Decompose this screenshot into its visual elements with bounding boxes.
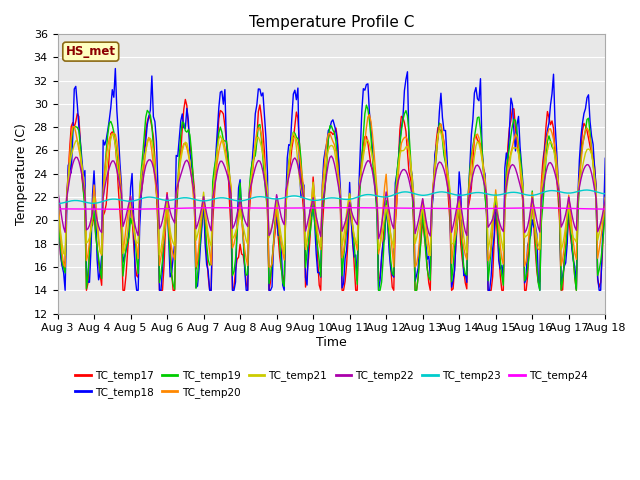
TC_temp23 — [534, 191, 542, 197]
Line: TC_temp18: TC_temp18 — [58, 69, 605, 290]
Line: TC_temp17: TC_temp17 — [58, 99, 605, 290]
TC_temp23 — [156, 196, 163, 202]
TC_temp18 — [61, 288, 69, 293]
TC_temp21 — [61, 252, 69, 258]
TC_temp21 — [602, 194, 609, 200]
TC_temp18 — [399, 116, 407, 121]
TC_temp24 — [538, 205, 545, 211]
TC_temp19 — [69, 127, 77, 133]
TC_temp18 — [602, 156, 609, 161]
TC_temp22 — [69, 161, 77, 167]
TC_temp21 — [436, 128, 444, 133]
TC_temp24 — [157, 206, 165, 212]
TC_temp22 — [367, 162, 375, 168]
TC_temp20 — [54, 185, 61, 191]
TC_temp18 — [159, 265, 166, 271]
TC_temp17 — [399, 115, 407, 120]
TC_temp21 — [538, 193, 545, 199]
TC_temp22 — [54, 186, 61, 192]
TC_temp17 — [387, 264, 395, 270]
Line: TC_temp20: TC_temp20 — [58, 115, 605, 267]
TC_temp24 — [335, 205, 343, 211]
TC_temp21 — [385, 224, 393, 230]
TC_temp23 — [602, 191, 609, 197]
TC_temp22 — [156, 226, 163, 232]
TC_temp20 — [157, 254, 165, 260]
Line: TC_temp23: TC_temp23 — [58, 190, 605, 204]
TC_temp17 — [69, 120, 77, 125]
Line: TC_temp24: TC_temp24 — [58, 208, 605, 209]
TC_temp20 — [369, 132, 376, 137]
TC_temp20 — [538, 185, 545, 191]
TC_temp23 — [583, 187, 591, 193]
TC_temp19 — [399, 117, 407, 123]
TC_temp24 — [69, 206, 77, 212]
Text: HS_met: HS_met — [66, 45, 116, 58]
TC_temp19 — [602, 209, 609, 215]
TC_temp24 — [369, 205, 376, 211]
TC_temp17 — [157, 288, 165, 293]
TC_temp22 — [328, 153, 335, 159]
TC_temp17 — [538, 180, 545, 186]
TC_temp22 — [399, 167, 407, 173]
TC_temp17 — [369, 166, 376, 171]
TC_temp21 — [70, 142, 78, 147]
TC_temp17 — [83, 288, 90, 293]
Line: TC_temp22: TC_temp22 — [58, 156, 605, 239]
TC_temp20 — [365, 112, 373, 118]
TC_temp21 — [54, 205, 61, 211]
TC_temp22 — [602, 196, 609, 202]
TC_temp18 — [54, 185, 61, 191]
TC_temp18 — [369, 145, 376, 151]
TC_temp20 — [61, 264, 69, 270]
TC_temp20 — [602, 196, 609, 202]
TC_temp19 — [367, 134, 375, 140]
TC_temp24 — [387, 205, 395, 211]
Line: TC_temp21: TC_temp21 — [58, 131, 605, 255]
TC_temp20 — [387, 232, 395, 238]
TC_temp24 — [54, 206, 61, 212]
TC_temp23 — [365, 192, 373, 197]
TC_temp19 — [362, 102, 370, 108]
TC_temp23 — [396, 190, 404, 195]
TC_temp19 — [387, 258, 395, 264]
TC_temp19 — [374, 288, 382, 293]
TC_temp19 — [54, 207, 61, 213]
TC_temp18 — [70, 86, 78, 92]
Title: Temperature Profile C: Temperature Profile C — [249, 15, 414, 30]
TC_temp20 — [70, 123, 78, 129]
Legend: TC_temp17, TC_temp18, TC_temp19, TC_temp20, TC_temp21, TC_temp22, TC_temp23, TC_: TC_temp17, TC_temp18, TC_temp19, TC_temp… — [71, 366, 592, 402]
TC_temp18 — [111, 66, 119, 72]
TC_temp18 — [538, 204, 545, 210]
TC_temp17 — [54, 206, 61, 212]
TC_temp17 — [182, 96, 189, 102]
TC_temp21 — [157, 246, 165, 252]
X-axis label: Time: Time — [316, 336, 347, 349]
TC_temp24 — [399, 205, 407, 211]
TC_temp21 — [367, 147, 375, 153]
Y-axis label: Temperature (C): Temperature (C) — [15, 123, 28, 225]
TC_temp22 — [538, 196, 545, 202]
TC_temp22 — [387, 216, 395, 222]
TC_temp23 — [384, 194, 392, 200]
TC_temp23 — [69, 198, 77, 204]
Line: TC_temp19: TC_temp19 — [58, 105, 605, 290]
TC_temp18 — [387, 265, 395, 271]
TC_temp24 — [602, 206, 609, 212]
TC_temp22 — [374, 236, 382, 241]
TC_temp17 — [602, 192, 609, 197]
TC_temp20 — [399, 137, 407, 143]
TC_temp19 — [538, 219, 545, 225]
TC_temp21 — [397, 147, 405, 153]
TC_temp23 — [54, 201, 61, 206]
TC_temp19 — [156, 280, 163, 286]
TC_temp24 — [115, 206, 122, 212]
